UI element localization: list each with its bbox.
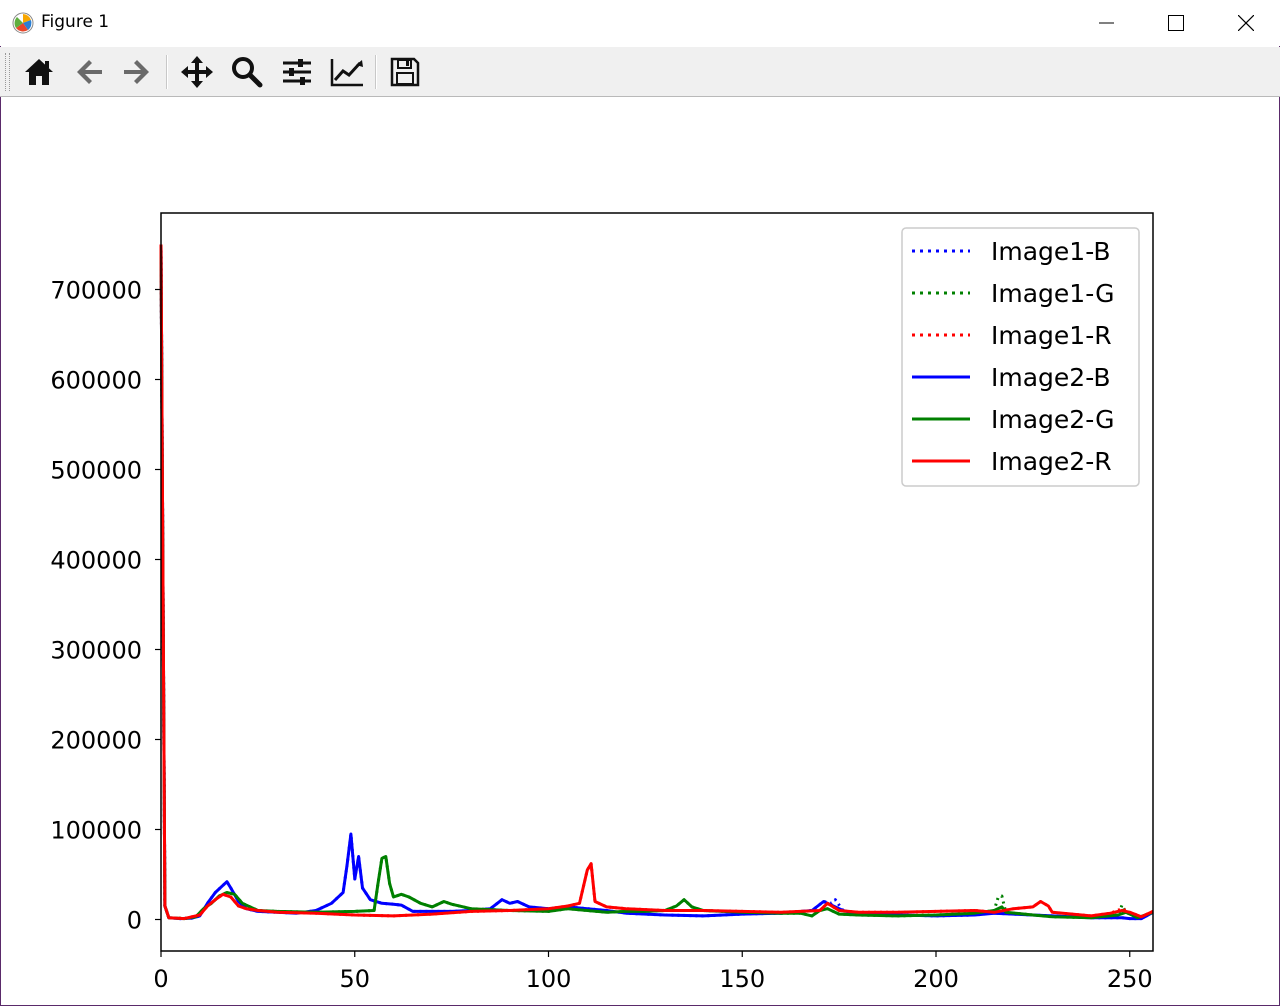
back-arrow-icon (77, 60, 102, 84)
legend-label: Image1-R (991, 321, 1112, 350)
toolbar-separator (375, 55, 377, 89)
toolbar-grip[interactable] (5, 53, 10, 91)
x-tick-label: 100 (526, 965, 572, 993)
series-line-image2-g (159, 244, 1154, 921)
toolbar-separator (166, 55, 168, 89)
close-button[interactable] (1212, 0, 1280, 46)
zoom-icon (232, 57, 263, 88)
home-button[interactable] (19, 53, 59, 91)
legend-label: Image2-G (991, 405, 1115, 434)
forward-button[interactable] (117, 53, 157, 91)
series-line-image2-r (159, 244, 1154, 921)
minimize-icon (1099, 22, 1114, 24)
x-tick-label: 150 (719, 965, 765, 993)
x-tick-label: 0 (153, 965, 168, 993)
legend-label: Image1-G (991, 279, 1115, 308)
subplots-config-icon (283, 59, 311, 85)
legend-label: Image2-B (991, 363, 1110, 392)
close-icon (1238, 15, 1254, 31)
y-tick-label: 400000 (50, 547, 142, 575)
maximize-button[interactable] (1142, 0, 1210, 46)
home-icon (25, 59, 53, 85)
configure-subplots-button[interactable] (277, 53, 317, 91)
pan-button[interactable] (177, 53, 217, 91)
y-tick-label: 700000 (50, 277, 142, 305)
y-tick-label: 600000 (50, 367, 142, 395)
navigation-toolbar (0, 47, 1280, 97)
back-button[interactable] (69, 53, 109, 91)
x-tick-label: 50 (339, 965, 370, 993)
y-tick-label: 300000 (50, 637, 142, 665)
save-button[interactable] (385, 53, 425, 91)
forward-arrow-icon (124, 60, 149, 84)
edit-axis-button[interactable] (327, 53, 367, 91)
matplotlib-logo-icon (12, 12, 34, 34)
y-tick-label: 500000 (50, 457, 142, 485)
legend-label: Image2-R (991, 447, 1112, 476)
maximize-icon (1168, 15, 1184, 31)
x-tick-label: 250 (1107, 965, 1153, 993)
save-icon (390, 57, 420, 87)
y-tick-label: 100000 (50, 817, 142, 845)
x-tick-label: 200 (913, 965, 959, 993)
zoom-button[interactable] (227, 53, 267, 91)
axes-frame (160, 212, 1154, 952)
minimize-button[interactable] (1073, 0, 1141, 46)
pan-icon (181, 56, 213, 88)
y-tick-label: 0 (127, 907, 142, 935)
figure-canvas[interactable]: 0 50 100 150 200 250 0 100000 200000 300000 400000… (0, 97, 1280, 1005)
edit-axis-icon (330, 59, 363, 87)
legend-label: Image1-B (991, 237, 1110, 266)
window-title: Figure 1 (41, 12, 110, 32)
title-bar: Figure 1 (0, 0, 1280, 46)
y-tick-label: 200000 (50, 727, 142, 755)
